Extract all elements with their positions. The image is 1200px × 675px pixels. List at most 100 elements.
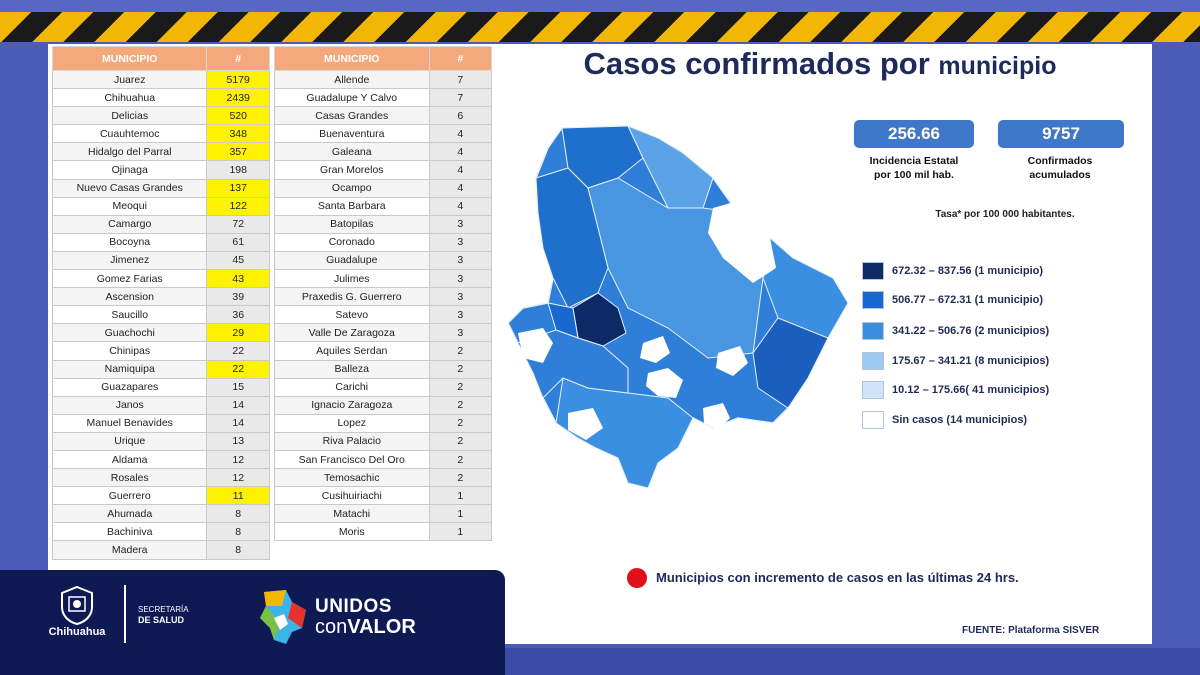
table-row: Hidalgo del Parral 357 [51, 142, 270, 162]
footer [0, 570, 505, 675]
municipio-name: Aldama [51, 449, 208, 470]
case-count: 29 [206, 323, 270, 343]
incidencia-value: 256.66 [888, 124, 940, 143]
table-row: Gomez Farias 43 [51, 269, 270, 289]
case-count: 2 [428, 431, 493, 451]
case-count: 2 [428, 468, 493, 488]
municipio-name: Valle De Zaragoza [274, 323, 430, 343]
municipio-name: Riva Palacio [274, 431, 430, 451]
case-count: 2 [428, 377, 493, 397]
page-title: Casos confirmados por municipio [560, 46, 1080, 82]
confirmados-label-2: acumulados [1029, 169, 1091, 181]
municipio-name: Allende [274, 69, 430, 90]
case-count: 8 [206, 522, 270, 542]
municipio-name: Bachiniva [51, 522, 208, 542]
table-row: Casas Grandes 6 [274, 106, 493, 126]
case-count: 357 [206, 142, 270, 162]
table-row: San Francisco Del Oro 2 [274, 449, 493, 470]
municipio-name: Ascension [51, 287, 208, 307]
table-row: Praxedis G. Guerrero 3 [274, 287, 493, 307]
table-row: Guadalupe Y Calvo 7 [274, 88, 493, 108]
table-row: Chinipas 22 [51, 341, 270, 361]
case-count: 2 [428, 341, 493, 361]
municipio-name: Cuauhtemoc [51, 124, 208, 144]
municipio-name: Carichi [274, 377, 430, 397]
table-row: Allende 7 [274, 69, 493, 90]
case-count: 8 [206, 540, 270, 560]
column-header-municipio: MUNICIPIO [274, 46, 430, 71]
municipio-name: Ignacio Zaragoza [274, 395, 430, 415]
municipio-name: Gran Morelos [274, 160, 430, 180]
caution-stripe [0, 12, 1200, 42]
legend-item: 506.77 – 672.31 (1 municipio) [862, 291, 1043, 309]
legend-label: Sin casos (14 municipios) [892, 414, 1028, 426]
municipio-name: Satevo [274, 305, 430, 325]
table-row: Aldama 12 [51, 449, 270, 470]
municipio-name: Meoqui [51, 196, 208, 216]
municipio-name: Temosachic [274, 468, 430, 488]
incidencia-label-2: por 100 mil hab. [874, 169, 954, 181]
case-count: 520 [206, 106, 270, 126]
column-header-count: # [206, 46, 270, 71]
table-row: Galeana 4 [274, 142, 493, 162]
municipio-name: Manuel Benavides [51, 413, 208, 433]
legend-swatch [862, 352, 884, 370]
case-count: 12 [206, 449, 270, 470]
municipio-name: Urique [51, 431, 208, 451]
table-row: Julimes 3 [274, 269, 493, 289]
no-cases-area-4 [646, 368, 683, 398]
footer-band [505, 648, 1200, 675]
no-cases-area-1 [708, 198, 776, 283]
secretaria-label: SECRETARÍA DE SALUD [138, 604, 189, 626]
table-row: Cusihuiriachi 1 [274, 486, 493, 506]
case-count: 12 [206, 468, 270, 488]
municipio-name: Cusihuiriachi [274, 486, 430, 506]
case-count: 3 [428, 250, 493, 271]
municipio-name: Delicias [51, 106, 208, 126]
incidencia-caption: Incidencia Estatal por 100 mil hab. [844, 154, 984, 182]
municipio-name: Bocoyna [51, 232, 208, 252]
unidos-state-logo-icon [260, 590, 306, 644]
table-row: Rosales 12 [51, 468, 270, 488]
case-count: 3 [428, 323, 493, 343]
case-count: 1 [428, 486, 493, 506]
municipio-name: Coronado [274, 232, 430, 252]
legend-item: Sin casos (14 municipios) [862, 411, 1027, 429]
no-cases-area-5 [716, 346, 748, 376]
table-row: Ascension 39 [51, 287, 270, 307]
case-count: 3 [428, 269, 493, 289]
case-count: 3 [428, 305, 493, 325]
municipio-name: Guachochi [51, 323, 208, 343]
municipio-name: Lopez [274, 413, 430, 433]
table-row: Moris 1 [274, 522, 493, 542]
rate-caption: Tasa* por 100 000 habitantes. [935, 209, 1075, 220]
table-row: Jimenez 45 [51, 250, 270, 271]
chihuahua-logo-text: Chihuahua [48, 626, 106, 638]
case-count: 8 [206, 504, 270, 524]
legend-swatch [862, 262, 884, 280]
municipio-name: Namiquipa [51, 359, 208, 379]
legend-swatch [862, 291, 884, 309]
case-count: 3 [428, 287, 493, 307]
table-row: Satevo 3 [274, 305, 493, 325]
case-count: 2 [428, 413, 493, 433]
no-cases-area-7 [703, 403, 730, 430]
table-row: Buenaventura 4 [274, 124, 493, 144]
secretaria-line-1: SECRETARÍA [138, 605, 189, 614]
increase-note: Municipios con incremento de casos en la… [656, 570, 1019, 585]
municipio-name: Ocampo [274, 178, 430, 198]
municipio-name: Rosales [51, 468, 208, 488]
con-valor-text: conVALOR [315, 616, 416, 639]
top-band [0, 0, 1200, 14]
case-count: 22 [206, 341, 270, 361]
table-row: Valle De Zaragoza 3 [274, 323, 493, 343]
municipio-name: Nuevo Casas Grandes [51, 178, 208, 198]
table-row: Bocoyna 61 [51, 232, 270, 252]
region-west [535, 167, 609, 309]
table-row: Namiquipa 22 [51, 359, 270, 379]
no-cases-area-3 [640, 336, 670, 363]
table-row: Saucillo 36 [51, 305, 270, 325]
municipio-name: Jimenez [51, 250, 208, 271]
legend-item: 341.22 – 506.76 (2 municipios) [862, 322, 1049, 340]
case-count: 2439 [206, 88, 270, 108]
